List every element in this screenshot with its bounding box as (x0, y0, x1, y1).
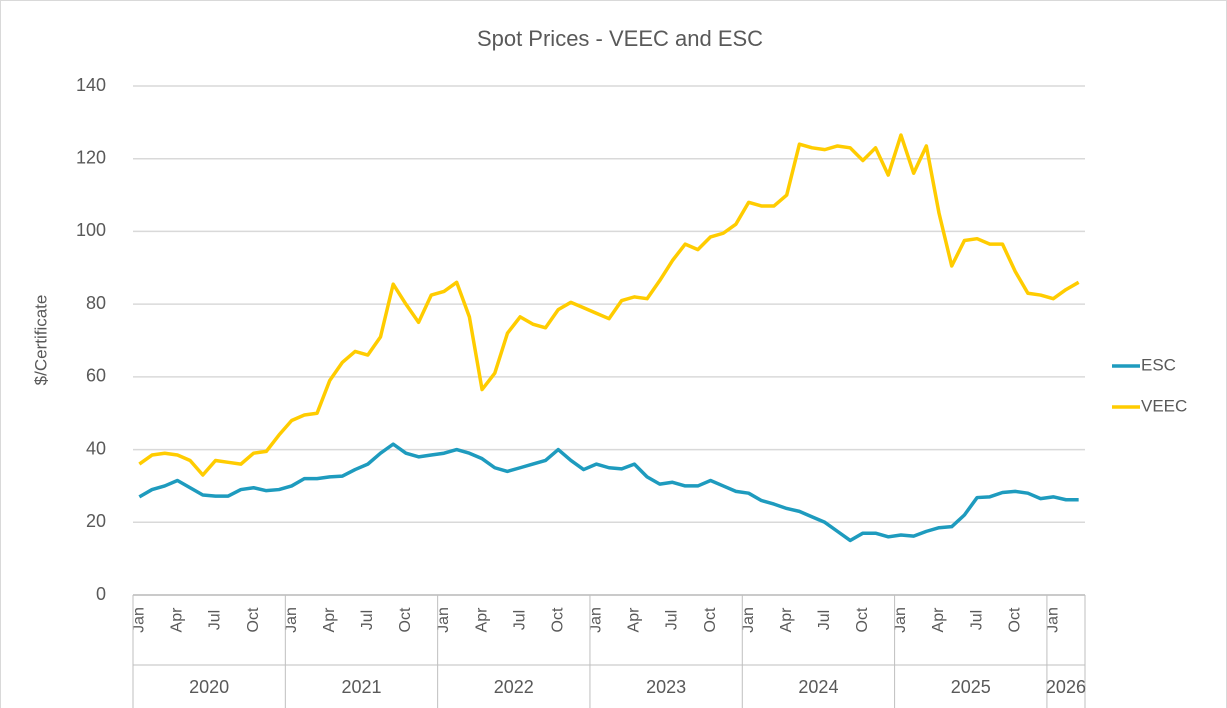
x-tick-label: Oct (702, 607, 719, 632)
x-tick-label: Jan (1044, 607, 1061, 633)
y-tick-label: 120 (76, 147, 106, 167)
x-tick-label: Oct (854, 607, 871, 632)
x-tick-label: Jul (664, 610, 681, 630)
x-group-label: 2021 (341, 677, 381, 697)
x-group-label: 2025 (951, 677, 991, 697)
x-tick-label: Jul (968, 610, 985, 630)
x-tick-label: Apr (473, 607, 490, 633)
x-group-label: 2022 (494, 677, 534, 697)
x-tick-label: Jan (892, 607, 909, 633)
y-tick-label: 140 (76, 75, 106, 95)
x-tick-label: Apr (778, 607, 795, 633)
x-tick-label: Apr (930, 607, 947, 633)
y-tick-label: 80 (86, 293, 106, 313)
series-line (138, 133, 1080, 477)
y-tick-label: 20 (86, 511, 106, 531)
x-tick-label: Oct (549, 607, 566, 632)
y-tick-label: 0 (96, 584, 106, 604)
x-tick-label: Jul (359, 610, 376, 630)
x-group-label: 2026 (1046, 677, 1086, 697)
x-tick-label: Apr (169, 607, 186, 633)
series-line (138, 442, 1079, 543)
chart-title: Spot Prices - VEEC and ESC (477, 26, 763, 51)
x-tick-label: Oct (245, 607, 262, 632)
x-tick-label: Apr (626, 607, 643, 633)
legend-label: ESC (1141, 355, 1176, 374)
legend-label: VEEC (1141, 396, 1187, 415)
y-tick-label: 60 (86, 366, 106, 386)
x-tick-label: Jan (131, 607, 148, 633)
x-group-label: 2020 (189, 677, 229, 697)
x-tick-label: Oct (397, 607, 414, 632)
y-axis-label: $/Certificate (31, 295, 50, 386)
x-tick-label: Jan (740, 607, 757, 633)
x-group-label: 2023 (646, 677, 686, 697)
x-tick-label: Jul (207, 610, 224, 630)
y-tick-label: 40 (86, 438, 106, 458)
x-tick-label: Jan (588, 607, 605, 633)
x-tick-label: Jan (283, 607, 300, 633)
y-tick-label: 100 (76, 220, 106, 240)
x-tick-label: Jan (435, 607, 452, 633)
x-tick-label: Oct (1006, 607, 1023, 632)
x-tick-label: Apr (321, 607, 338, 633)
x-tick-label: Jul (511, 610, 528, 630)
x-group-label: 2024 (798, 677, 838, 697)
x-tick-label: Jul (816, 610, 833, 630)
